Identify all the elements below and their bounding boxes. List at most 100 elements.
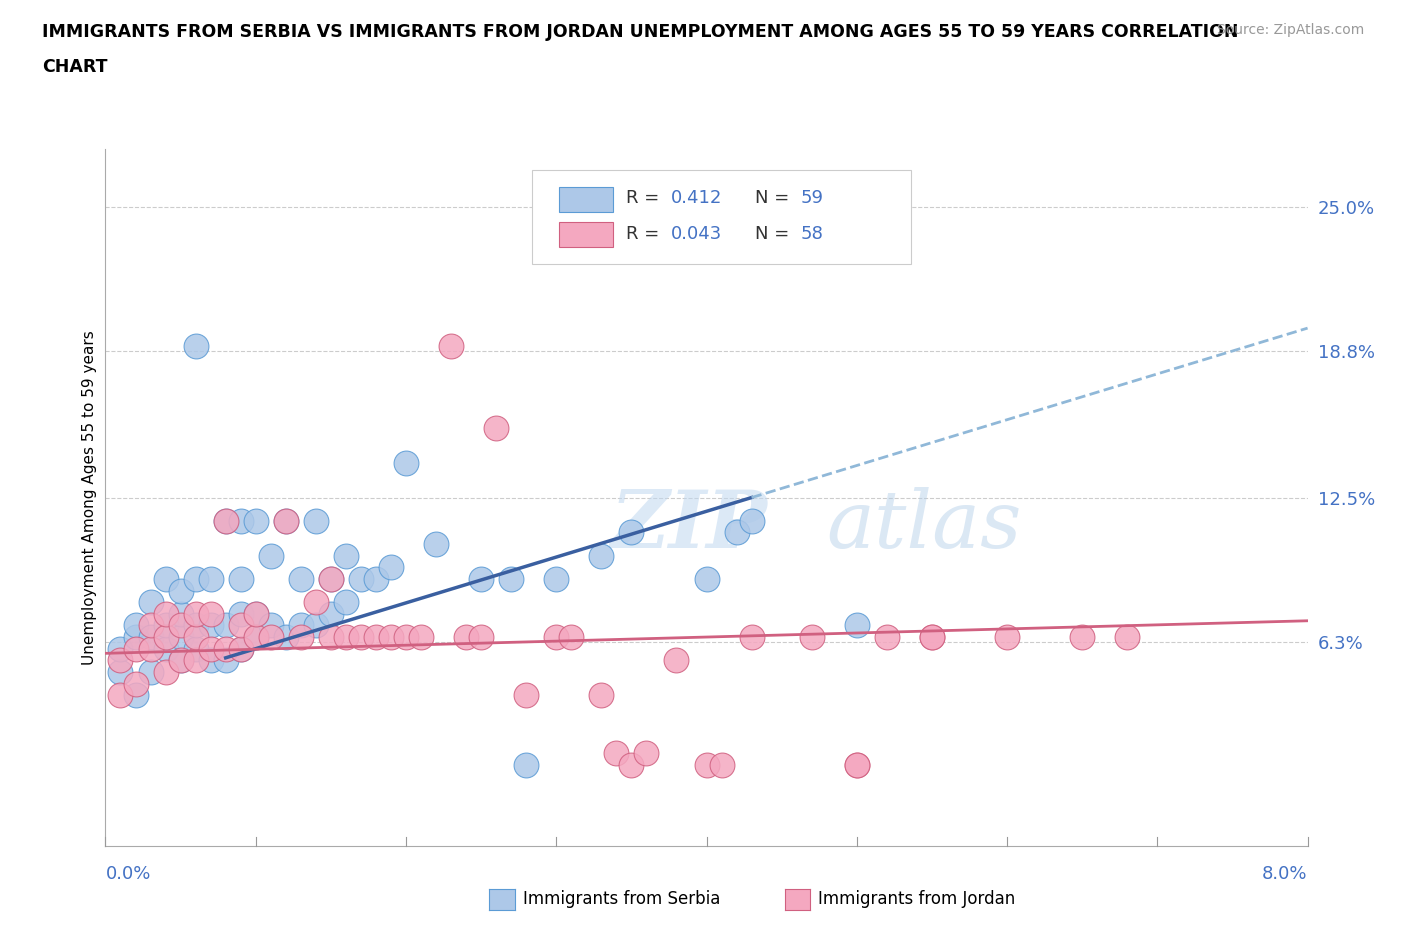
Point [319, 630, 342, 644]
Point [335, 549, 357, 564]
Point [184, 606, 207, 621]
Point [290, 571, 312, 587]
Point [124, 688, 146, 703]
Point [155, 571, 177, 587]
Point [229, 642, 252, 657]
Point [200, 642, 222, 657]
Point [1071, 630, 1094, 644]
Point [501, 571, 523, 587]
Point [245, 606, 267, 621]
Text: 8.0%: 8.0% [1263, 865, 1308, 884]
Point [620, 525, 643, 540]
Text: IMMIGRANTS FROM SERBIA VS IMMIGRANTS FROM JORDAN UNEMPLOYMENT AMONG AGES 55 TO 5: IMMIGRANTS FROM SERBIA VS IMMIGRANTS FRO… [42, 23, 1239, 41]
Point [184, 653, 207, 668]
Point [169, 606, 191, 621]
Point [741, 513, 763, 528]
Point [515, 688, 537, 703]
Point [591, 688, 613, 703]
Point [110, 688, 132, 703]
Point [139, 665, 162, 680]
Text: CHART: CHART [42, 58, 108, 75]
Point [290, 630, 312, 644]
Point [155, 606, 177, 621]
Point [395, 630, 418, 644]
Point [1116, 630, 1139, 644]
Text: atlas: atlas [827, 486, 1022, 565]
Point [245, 630, 267, 644]
Point [710, 757, 733, 772]
FancyBboxPatch shape [558, 222, 613, 247]
FancyBboxPatch shape [558, 187, 613, 212]
Point [470, 630, 492, 644]
Text: Source: ZipAtlas.com: Source: ZipAtlas.com [1216, 23, 1364, 37]
Text: 59: 59 [800, 190, 824, 207]
Point [124, 676, 146, 691]
Point [229, 642, 252, 657]
Point [546, 630, 568, 644]
Point [725, 525, 748, 540]
Point [560, 630, 582, 644]
Point [169, 618, 191, 633]
Point [696, 757, 718, 772]
Point [110, 665, 132, 680]
Point [274, 513, 297, 528]
Point [845, 757, 868, 772]
Point [741, 630, 763, 644]
Point [546, 571, 568, 587]
Point [364, 571, 387, 587]
Point [155, 630, 177, 644]
Point [485, 420, 508, 435]
Point [184, 339, 207, 354]
Point [245, 630, 267, 644]
Point [470, 571, 492, 587]
Point [155, 642, 177, 657]
Point [110, 642, 132, 657]
Point [155, 665, 177, 680]
Point [274, 630, 297, 644]
Point [305, 618, 328, 633]
Point [350, 630, 373, 644]
Point [124, 642, 146, 657]
Point [921, 630, 943, 644]
FancyBboxPatch shape [533, 170, 911, 264]
Point [274, 513, 297, 528]
Text: N =: N = [755, 190, 794, 207]
Point [110, 653, 132, 668]
Point [214, 642, 236, 657]
Point [229, 618, 252, 633]
Point [260, 618, 283, 633]
Point [440, 339, 463, 354]
Point [214, 513, 236, 528]
Point [335, 630, 357, 644]
Point [229, 513, 252, 528]
Point [229, 606, 252, 621]
Point [454, 630, 477, 644]
Text: 0.0%: 0.0% [105, 865, 150, 884]
Point [800, 630, 823, 644]
Text: Immigrants from Jordan: Immigrants from Jordan [818, 890, 1015, 909]
Point [319, 571, 342, 587]
Point [200, 606, 222, 621]
Point [169, 630, 191, 644]
Text: Immigrants from Serbia: Immigrants from Serbia [523, 890, 720, 909]
Point [245, 606, 267, 621]
Point [305, 595, 328, 610]
Point [636, 746, 658, 761]
Y-axis label: Unemployment Among Ages 55 to 59 years: Unemployment Among Ages 55 to 59 years [82, 330, 97, 665]
Point [319, 571, 342, 587]
Point [260, 630, 283, 644]
Point [305, 513, 328, 528]
Point [845, 757, 868, 772]
Point [290, 618, 312, 633]
Point [139, 630, 162, 644]
Point [245, 513, 267, 528]
Point [335, 595, 357, 610]
Point [319, 606, 342, 621]
Point [921, 630, 943, 644]
Point [425, 537, 447, 551]
Point [696, 571, 718, 587]
Point [184, 571, 207, 587]
Text: 0.412: 0.412 [671, 190, 721, 207]
Point [409, 630, 432, 644]
Text: R =: R = [626, 190, 665, 207]
